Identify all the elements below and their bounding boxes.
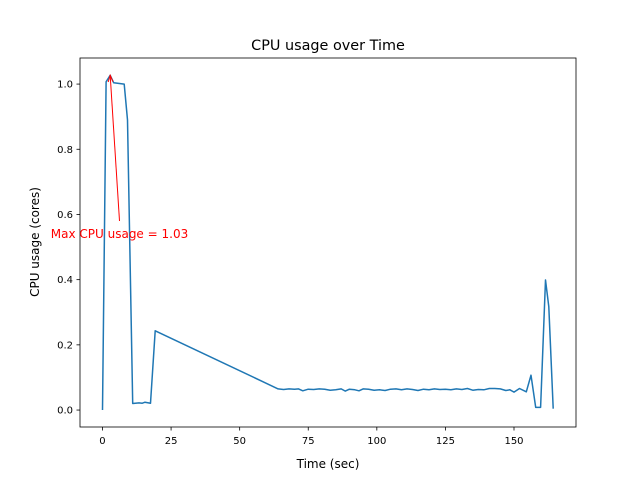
axes-frame xyxy=(79,57,577,428)
y-tick-label: 1.0 xyxy=(57,80,73,91)
x-tick-label: 125 xyxy=(436,436,455,447)
y-tick-label: 0.6 xyxy=(57,210,73,221)
x-tick-label: 25 xyxy=(165,436,178,447)
max-cpu-annotation: Max CPU usage = 1.03 xyxy=(51,227,188,241)
annotation-arrowhead-icon xyxy=(107,73,114,83)
x-tick-label: 0 xyxy=(99,436,105,447)
annotation-arrow xyxy=(109,75,121,222)
y-axis-label: CPU usage (cores) xyxy=(28,187,42,297)
x-tick-label: 75 xyxy=(302,436,315,447)
chart-title: CPU usage over Time xyxy=(251,38,405,54)
x-tick-label: 100 xyxy=(367,436,386,447)
y-tick-label: 0.0 xyxy=(57,406,73,417)
x-tick-label: 150 xyxy=(504,436,523,447)
series-line-cpu-usage xyxy=(101,74,554,411)
x-axis-label: Time (sec) xyxy=(296,457,360,471)
y-tick-label: 0.8 xyxy=(57,145,73,156)
x-tick-label: 50 xyxy=(233,436,246,447)
y-tick-label: 0.4 xyxy=(57,275,73,286)
y-tick-label: 0.2 xyxy=(57,340,73,351)
